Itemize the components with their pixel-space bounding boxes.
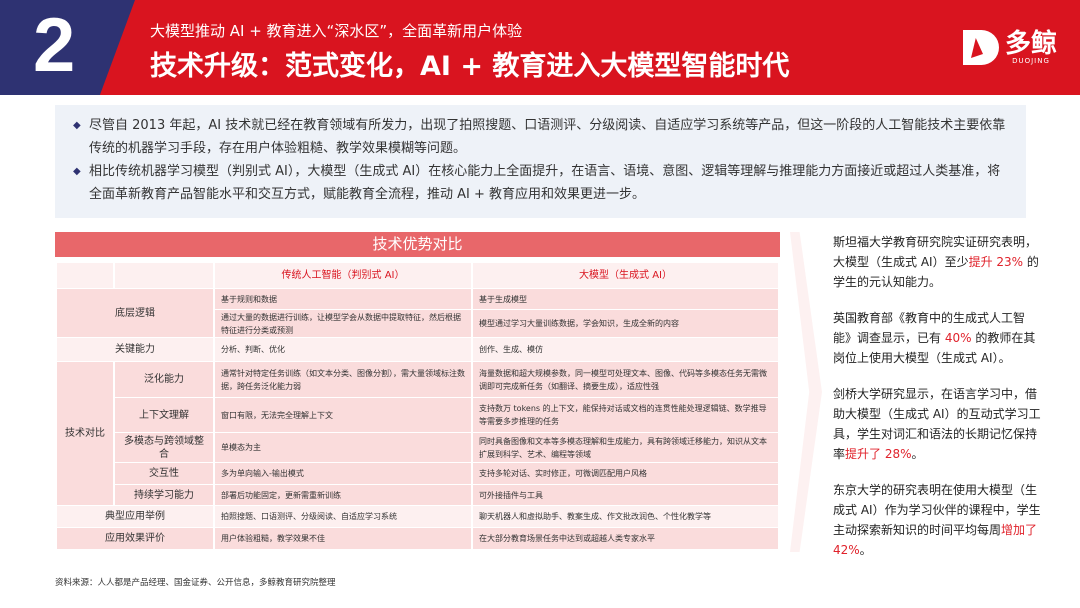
finding-text: 。 xyxy=(911,447,924,461)
cell-llm: 聊天机器人和虚拟助手、教案生成、作文批改润色、个性化教学等 xyxy=(473,506,778,527)
row-label: 应用效果评价 xyxy=(57,528,213,549)
cell-llm: 在大部分教育场景任务中达到或超越人类专家水平 xyxy=(473,528,778,549)
intro-bullets: ◆ 尽管自 2013 年起，AI 技术就已经在教育领域有所发力，出现了拍照搜题、口… xyxy=(55,105,1026,218)
header-empty xyxy=(57,263,113,288)
comparison-table: 传统人工智能（判别式 AI） 大模型（生成式 AI） 底层逻辑 基于规则和数据 基于生… xyxy=(55,262,780,550)
row-label: 交互性 xyxy=(115,463,213,484)
finding-highlight: 40% xyxy=(944,331,972,345)
finding-text: 英国教育部《教育中的生成式人工智能》调查显示，已有 xyxy=(833,311,1026,345)
row-label: 典型应用举例 xyxy=(57,506,213,527)
cell-llm: 海量数据和超大规模参数，同一模型可处理文本、图像、代码等多模态任务无需微调即可完… xyxy=(473,362,778,397)
finding-text: 东京大学的研究表明在使用大模型（生成式 AI）作为学习伙伴的课程中，学生主动探索… xyxy=(833,483,1041,537)
finding-item: 斯坦福大学教育研究院实证研究表明，大模型（生成式 AI）至少提升 23% 的学生… xyxy=(833,232,1043,292)
cell-llm: 创作、生成、模仿 xyxy=(473,338,778,361)
table-title: 技术优势对比 xyxy=(55,232,780,257)
row-label: 关键能力 xyxy=(57,338,213,361)
cell-traditional: 窗口有限，无法完全理解上下文 xyxy=(215,398,471,432)
col-header-traditional: 传统人工智能（判别式 AI） xyxy=(215,263,471,288)
cell-llm: 支持数万 tokens 的上下文，能保持对话或文档的连贯性能处理逻辑链、数学推导… xyxy=(473,398,778,432)
diamond-bullet-icon: ◆ xyxy=(73,120,81,131)
diamond-bullet-icon: ◆ xyxy=(73,166,81,177)
row-label: 多模态与跨领域整合 xyxy=(115,433,213,462)
row-label: 泛化能力 xyxy=(115,362,213,397)
finding-text: 剑桥大学研究显示，在语言学习中，借助大模型（生成式 AI）的互动式学习工具，学生… xyxy=(833,387,1041,461)
bullet-item: ◆ 尽管自 2013 年起，AI 技术就已经在教育领域有所发力，出现了拍照搜题、口… xyxy=(73,114,1010,160)
header-banner: 2 大模型推动 AI + 教育进入“深水区”，全面革新用户体验 技术升级：范式变… xyxy=(0,0,1080,95)
finding-item: 剑桥大学研究显示，在语言学习中，借助大模型（生成式 AI）的互动式学习工具，学生… xyxy=(833,384,1043,464)
finding-highlight: 增加了 42% xyxy=(833,523,1038,557)
finding-text: 的学生的元认知能力。 xyxy=(833,255,1039,289)
cell-traditional: 通过大量的数据进行训练，让模型学会从数据中提取特征，然后根据特征进行分类或预测 xyxy=(215,310,471,337)
finding-item: 东京大学的研究表明在使用大模型（生成式 AI）作为学习伙伴的课程中，学生主动探索… xyxy=(833,480,1043,560)
cell-traditional: 分析、判断、优化 xyxy=(215,338,471,361)
whale-logo-icon xyxy=(963,30,999,65)
group-label: 技术对比 xyxy=(57,362,113,505)
cell-traditional: 拍照搜题、口语测评、分级阅读、自适应学习系统 xyxy=(215,506,471,527)
finding-text: 斯坦福大学教育研究院实证研究表明，大模型（生成式 AI）至少 xyxy=(833,235,1038,269)
research-findings: 斯坦福大学教育研究院实证研究表明，大模型（生成式 AI）至少提升 23% 的学生… xyxy=(833,232,1043,576)
finding-item: 英国教育部《教育中的生成式人工智能》调查显示，已有 40% 的教师在其岗位上使用… xyxy=(833,308,1043,368)
cell-traditional: 用户体验粗糙，教学效果不佳 xyxy=(215,528,471,549)
col-header-llm: 大模型（生成式 AI） xyxy=(473,263,778,288)
cell-traditional: 基于规则和数据 xyxy=(215,289,471,309)
finding-text: 。 xyxy=(859,543,872,557)
section-number: 2 xyxy=(33,3,76,88)
cell-traditional: 多为单向输入-输出模式 xyxy=(215,463,471,484)
source-note: 资料来源：人人都是产品经理、国金证券、公开信息，多鲸教育研究院整理 xyxy=(55,578,336,588)
cell-llm: 可外接插件与工具 xyxy=(473,485,778,505)
page-title: 技术升级：范式变化，AI + 教育进入大模型智能时代 xyxy=(150,51,790,82)
cell-traditional: 通常针对特定任务训练（如文本分类、图像分割），需大量领域标注数据，跨任务泛化能力… xyxy=(215,362,471,397)
row-label: 底层逻辑 xyxy=(57,289,213,337)
row-label: 持续学习能力 xyxy=(115,485,213,505)
page-subtitle: 大模型推动 AI + 教育进入“深水区”，全面革新用户体验 xyxy=(150,22,523,40)
bullet-item: ◆ 相比传统机器学习模型（判别式 AI），大模型（生成式 AI）在核心能力上全面提… xyxy=(73,160,1010,206)
cell-traditional: 部署后功能固定，更新需重新训练 xyxy=(215,485,471,505)
bullet-text: 相比传统机器学习模型（判别式 AI），大模型（生成式 AI）在核心能力上全面提升… xyxy=(89,164,1001,202)
cell-llm: 支持多轮对话、实时修正，可微调匹配用户风格 xyxy=(473,463,778,484)
duojing-logo: 多鲸 DUOJING xyxy=(963,30,1057,65)
logo-subtext: DUOJING xyxy=(1012,56,1050,65)
logo-text: 多鲸 xyxy=(1005,28,1058,59)
cell-llm: 基于生成模型 xyxy=(473,289,778,309)
row-label: 上下文理解 xyxy=(115,398,213,432)
cell-traditional: 单模态为主 xyxy=(215,433,471,462)
bullet-text: 尽管自 2013 年起，AI 技术就已经在教育领域有所发力，出现了拍照搜题、口语… xyxy=(89,118,1006,156)
finding-text: 的教师在其岗位上使用大模型（生成式 AI）。 xyxy=(833,331,1036,365)
chevron-right-icon xyxy=(790,232,822,552)
cell-llm: 同时具备图像和文本等多模态理解和生成能力，具有跨领域迁移能力，知识从文本扩展到科… xyxy=(473,433,778,462)
finding-highlight: 提升了 28% xyxy=(845,447,912,461)
finding-highlight: 提升 23% xyxy=(968,255,1024,269)
header-empty xyxy=(115,263,213,288)
cell-llm: 模型通过学习大量训练数据，学会知识，生成全新的内容 xyxy=(473,310,778,337)
